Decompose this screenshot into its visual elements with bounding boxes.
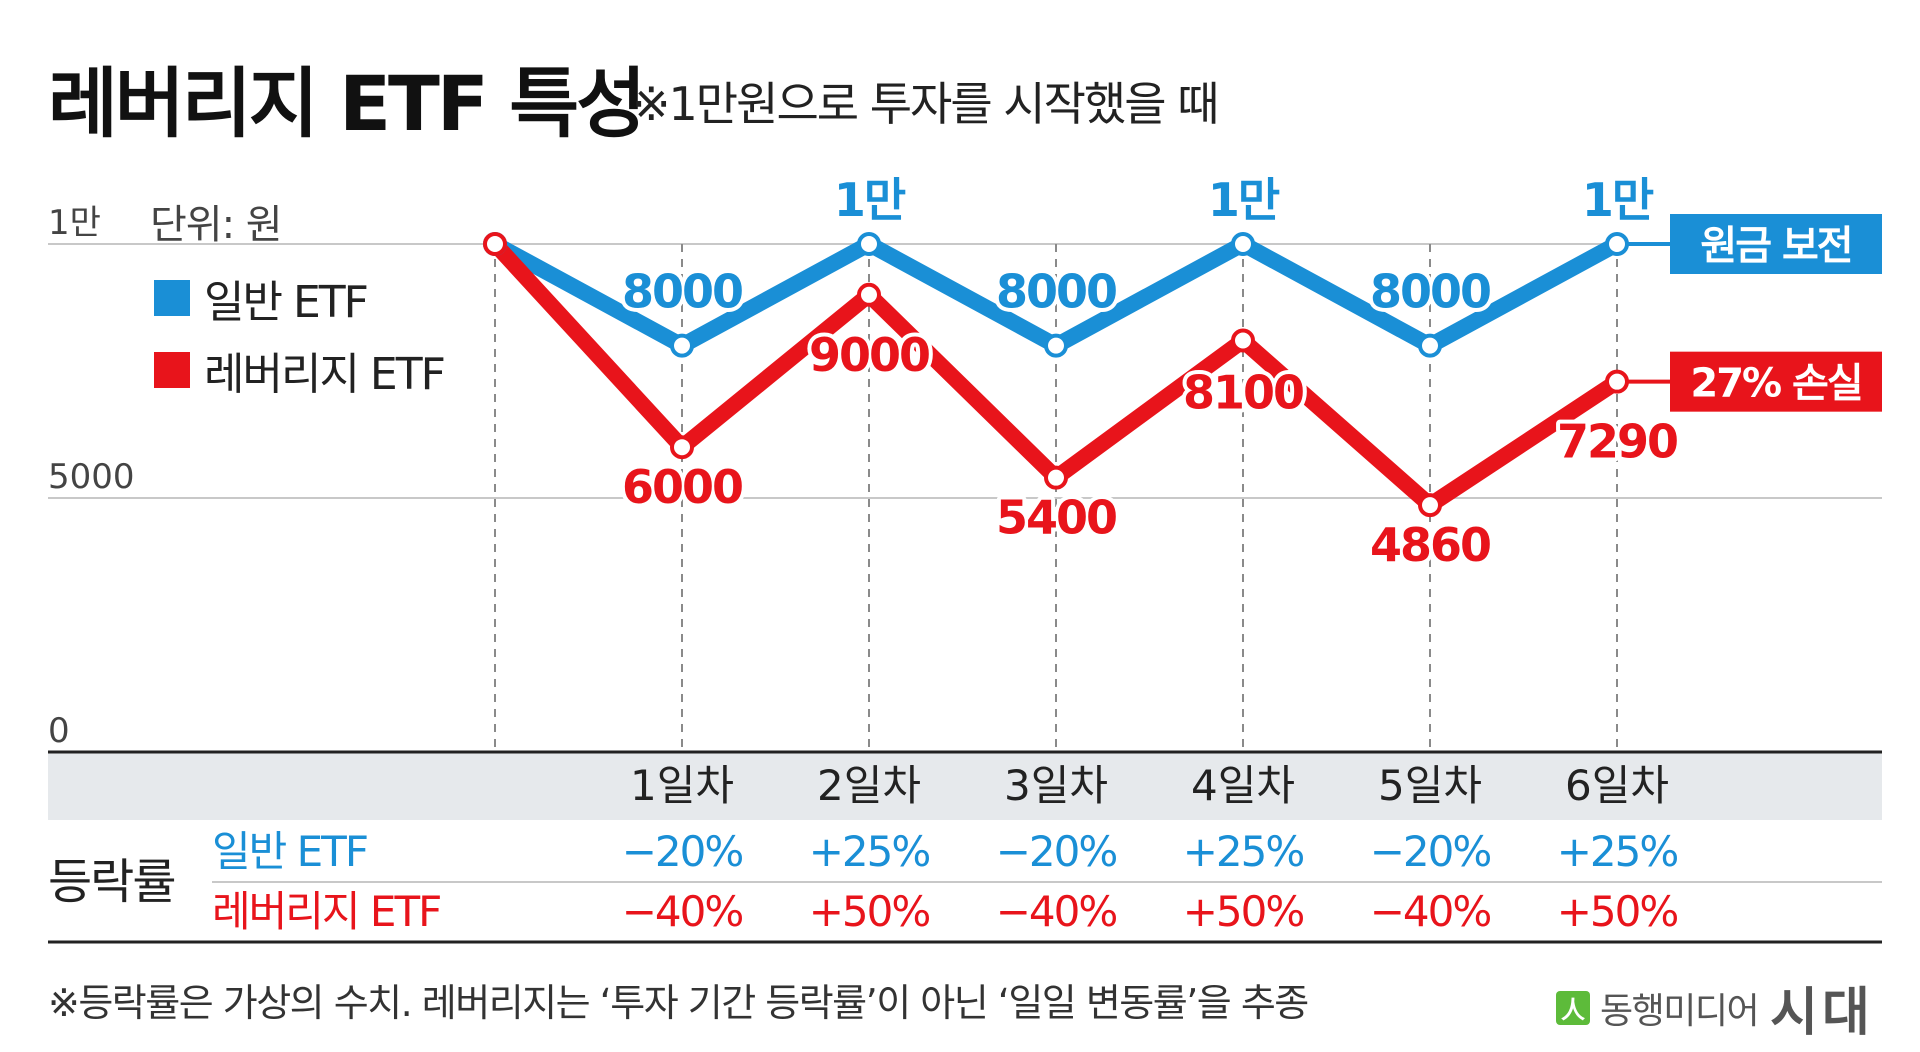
point-leverage bbox=[1418, 493, 1442, 518]
legend-swatch-normal bbox=[154, 280, 190, 316]
table-cell-leverage: +50% bbox=[809, 887, 930, 936]
x-tick-label: 2일차 bbox=[817, 761, 921, 810]
data-label-leverage: 5400 bbox=[996, 491, 1116, 545]
data-label-normal: 1만 bbox=[1582, 173, 1654, 227]
legend-label-normal: 일반 ETF bbox=[204, 277, 369, 328]
leverage-etf-chart: 0 5000 1만 1일차 2일차 3일차 4일차 5일차 6일차 8000 1만 8000 1만 800… bbox=[48, 173, 1882, 944]
table-cell-normal: −20% bbox=[1370, 827, 1491, 876]
end-badge-normal bbox=[1670, 214, 1882, 274]
data-label-normal: 8000 bbox=[622, 265, 742, 319]
point-leverage bbox=[483, 232, 507, 256]
brand-logo-icon: 人 bbox=[1556, 990, 1590, 1025]
brand-name: 동행미디어 bbox=[1600, 990, 1760, 1032]
x-tick-label: 6일차 bbox=[1565, 761, 1669, 810]
data-label-leverage: 9000 bbox=[809, 328, 929, 382]
legend-item-leverage: 레버리지 ETF bbox=[154, 338, 446, 402]
point-leverage bbox=[670, 435, 694, 460]
x-tick-label: 5일차 bbox=[1378, 761, 1482, 810]
table-cell-normal: +25% bbox=[809, 827, 930, 876]
page-title: 레버리지 ETF 특성 bbox=[48, 59, 646, 148]
brand-outlet: 시대 bbox=[1770, 983, 1874, 1043]
table-row-label-normal: 일반 ETF bbox=[212, 827, 367, 876]
table-row-title: 등락률 bbox=[48, 854, 174, 910]
data-label-leverage: 6000 bbox=[622, 460, 742, 514]
point-normal bbox=[670, 333, 694, 358]
legend-item-normal: 일반 ETF bbox=[154, 266, 369, 330]
point-leverage bbox=[1605, 369, 1629, 394]
brand: 人 동행미디어 시대 bbox=[1556, 970, 1874, 1045]
data-label-leverage: 4860 bbox=[1370, 518, 1490, 572]
x-tick-label: 3일차 bbox=[1004, 761, 1108, 810]
point-leverage bbox=[1044, 465, 1068, 490]
x-tick-label: 1일차 bbox=[630, 761, 734, 810]
table-cell-normal: −20% bbox=[622, 827, 743, 876]
data-label-normal: 8000 bbox=[1370, 265, 1490, 319]
data-label-normal: 1만 bbox=[1208, 173, 1280, 227]
table-row-label-leverage: 레버리지 ETF bbox=[212, 887, 440, 936]
table-cell-leverage: −40% bbox=[996, 887, 1117, 936]
x-tick-label: 4일차 bbox=[1191, 761, 1295, 810]
table-cell-leverage: +50% bbox=[1183, 887, 1304, 936]
data-label-leverage: 8100 bbox=[1183, 366, 1303, 420]
page-subtitle: ※1만원으로 투자를 시작했을 때 bbox=[632, 77, 1220, 131]
unit-label: 단위: 원 bbox=[150, 202, 283, 248]
table-cell-leverage: −40% bbox=[622, 887, 743, 936]
y-tick-label: 1만 bbox=[48, 203, 101, 243]
point-normal bbox=[1605, 232, 1629, 256]
y-tick-label: 0 bbox=[48, 711, 70, 751]
data-label-leverage: 7290 bbox=[1557, 415, 1677, 469]
point-leverage bbox=[1231, 328, 1255, 353]
table-cell-normal: −20% bbox=[996, 827, 1117, 876]
end-badge-normal-text: 원금 보전 bbox=[1700, 223, 1851, 269]
table-cell-leverage: +50% bbox=[1557, 887, 1678, 936]
point-leverage bbox=[857, 282, 881, 307]
point-normal bbox=[857, 232, 881, 256]
data-label-normal: 8000 bbox=[996, 265, 1116, 319]
legend-label-leverage: 레버리지 ETF bbox=[204, 349, 446, 400]
end-badge-leverage-text: 27% 손실 bbox=[1690, 361, 1861, 407]
table-cell-normal: +25% bbox=[1557, 827, 1678, 876]
footnote: ※등락률은 가상의 수치. 레버리지는 ‘투자 기간 등락률’이 아닌 ‘일일 … bbox=[48, 981, 1309, 1025]
table-cell-normal: +25% bbox=[1183, 827, 1304, 876]
point-normal bbox=[1418, 333, 1442, 358]
end-badge-leverage bbox=[1670, 351, 1882, 412]
y-tick-label: 5000 bbox=[48, 457, 135, 497]
table-header-band bbox=[48, 752, 1882, 820]
data-label-normal: 1만 bbox=[834, 173, 906, 227]
table-cell-leverage: −40% bbox=[1370, 887, 1491, 936]
point-normal bbox=[1231, 232, 1255, 256]
legend-swatch-leverage bbox=[154, 352, 190, 388]
point-normal bbox=[1044, 333, 1068, 358]
